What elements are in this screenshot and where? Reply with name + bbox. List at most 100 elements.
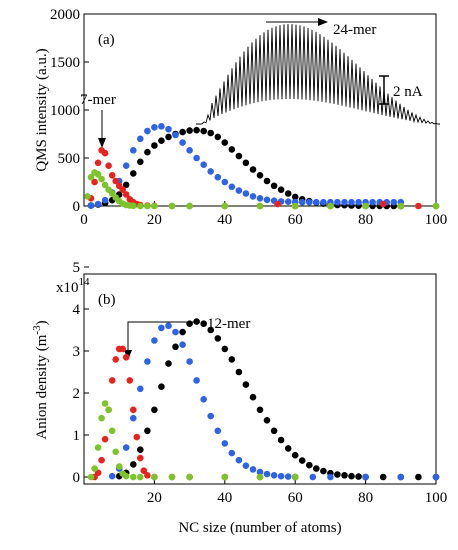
data-point-black xyxy=(348,472,355,480)
data-point-red xyxy=(415,202,422,210)
data-point-blue xyxy=(165,322,172,330)
data-point-green xyxy=(91,465,98,472)
data-point-black xyxy=(186,320,193,328)
data-point-green xyxy=(221,202,229,210)
data-point-green xyxy=(122,472,130,480)
data-point-green xyxy=(87,473,95,481)
data-point-red xyxy=(274,200,281,208)
panel-a-x-ticks: 0 20 40 60 80 100 xyxy=(80,201,447,228)
data-point-red xyxy=(108,377,116,384)
data-point-green xyxy=(291,202,299,210)
x-tick-label: 20 xyxy=(147,490,162,506)
data-point-black xyxy=(242,381,250,388)
x-tick-label: 0 xyxy=(80,212,88,228)
data-point-black xyxy=(320,467,327,475)
data-point-blue xyxy=(334,198,341,206)
panel-a-ylabel: QMS intensity (a.u.) xyxy=(34,48,50,171)
data-point-blue xyxy=(263,196,271,204)
data-point-black xyxy=(306,461,313,469)
data-point-green xyxy=(115,463,123,470)
y-tick-label: 2000 xyxy=(50,7,80,23)
data-point-green xyxy=(137,202,144,210)
data-point-blue xyxy=(284,198,292,205)
data-point-red xyxy=(108,172,116,179)
data-point-black xyxy=(228,146,236,153)
data-point-blue xyxy=(306,198,313,206)
y-tick-label: 1000 xyxy=(50,103,80,119)
data-point-red xyxy=(126,377,134,384)
data-point-blue xyxy=(207,168,214,175)
x-tick-label: 100 xyxy=(425,212,448,228)
data-point-black xyxy=(379,473,387,481)
data-point-green xyxy=(101,181,109,189)
data-point-blue xyxy=(158,324,165,332)
data-point-blue xyxy=(369,198,376,206)
data-point-blue xyxy=(186,358,193,365)
data-point-blue xyxy=(94,200,102,208)
data-point-blue xyxy=(309,473,317,481)
data-point-blue xyxy=(249,193,257,200)
data-point-black xyxy=(334,471,341,478)
x-tick-label: 20 xyxy=(147,212,162,228)
data-point-green xyxy=(101,400,109,407)
data-point-blue xyxy=(249,466,257,473)
annotation-7mer: 7-mer xyxy=(80,92,116,108)
data-point-green xyxy=(105,406,112,414)
data-point-black xyxy=(151,142,158,149)
data-point-blue xyxy=(228,449,236,457)
data-point-black xyxy=(249,166,257,173)
data-point-black xyxy=(284,445,292,452)
data-point-red xyxy=(119,345,126,353)
data-point-black xyxy=(291,451,299,459)
data-point-green xyxy=(221,473,229,481)
panel-b-label: (b) xyxy=(98,292,116,308)
y-tick-label: 2 xyxy=(73,386,81,402)
data-point-green xyxy=(151,202,158,210)
data-point-red xyxy=(379,200,387,208)
data-point-black xyxy=(249,393,257,401)
data-point-blue xyxy=(193,377,200,384)
data-point-green xyxy=(256,473,264,481)
data-point-green xyxy=(151,473,158,481)
data-point-red xyxy=(140,467,148,475)
data-point-blue xyxy=(130,147,137,154)
data-point-black xyxy=(242,159,250,167)
data-point-green xyxy=(98,175,105,183)
panel-b: 0 1 2 3 4 5 20 40 60 80 100 x1014 (b) Anion densi… xyxy=(31,260,447,536)
data-point-blue xyxy=(137,135,144,143)
data-point-blue xyxy=(122,162,130,169)
data-point-green xyxy=(108,427,116,435)
x-tick-label: 100 xyxy=(425,490,448,506)
panel-b-x-ticks: 20 40 60 80 100 xyxy=(147,479,447,506)
data-point-black xyxy=(291,193,299,201)
data-point-red xyxy=(122,354,130,361)
data-point-black xyxy=(137,446,144,454)
data-point-black xyxy=(270,427,278,435)
data-point-black xyxy=(277,436,285,444)
data-point-green xyxy=(144,202,151,210)
data-point-red xyxy=(130,406,137,414)
data-point-green xyxy=(256,202,264,210)
data-point-blue xyxy=(172,328,179,336)
data-point-black xyxy=(270,182,278,190)
data-point-blue xyxy=(151,337,158,344)
annotation-24mer: 24-mer xyxy=(333,22,376,38)
data-point-green xyxy=(94,444,102,451)
data-point-black xyxy=(277,186,285,193)
y-tick-label: 4 xyxy=(73,302,81,318)
data-point-green xyxy=(112,448,119,456)
data-point-black xyxy=(284,190,292,197)
data-point-blue xyxy=(284,473,292,480)
data-point-green xyxy=(327,202,334,210)
data-point-black xyxy=(137,158,144,166)
data-point-blue xyxy=(200,396,207,403)
data-point-black xyxy=(235,152,243,160)
data-point-black xyxy=(151,406,158,414)
data-point-blue xyxy=(327,473,334,481)
data-point-blue xyxy=(186,147,193,154)
scale-bar xyxy=(379,75,389,105)
data-point-blue xyxy=(144,358,151,365)
data-point-black xyxy=(130,170,137,177)
data-point-green xyxy=(98,414,105,422)
data-point-black xyxy=(341,472,348,479)
